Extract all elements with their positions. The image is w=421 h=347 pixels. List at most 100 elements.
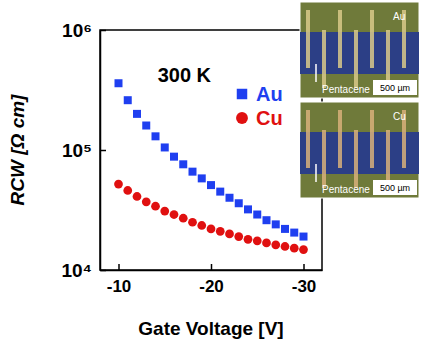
data-point [225, 230, 234, 239]
data-point [299, 245, 308, 254]
data-point [161, 143, 169, 151]
x-tick-mark [211, 264, 213, 270]
inset-electrode [370, 110, 374, 168]
y-tick: 10⁴ [61, 260, 106, 281]
legend-item: Au [237, 83, 283, 105]
inset: CuPentacene500 µm [300, 102, 419, 198]
x-axis: -10 -20 -30 [101, 264, 323, 296]
y-axis-title: RCW [Ω cm] [7, 94, 28, 206]
inset-scale-bar: 500 µm [380, 183, 410, 193]
x-tick-mark [118, 264, 120, 270]
inset-arrow [315, 64, 317, 82]
data-point [216, 188, 224, 196]
data-point [151, 202, 160, 211]
y-tick: 10⁵ [62, 140, 106, 161]
data-point [133, 192, 142, 201]
inset-electrode [338, 110, 342, 168]
data-point [188, 218, 197, 227]
data-point [114, 180, 123, 189]
series-1 [114, 180, 308, 254]
legend-marker [237, 89, 247, 99]
data-point [197, 221, 206, 230]
data-point [115, 79, 123, 87]
inset-label: Pentacene [322, 184, 370, 195]
x-tick: -10 [107, 264, 132, 296]
series-0 [115, 79, 308, 240]
data-point [244, 235, 253, 244]
data-point [160, 207, 169, 216]
legend-item: Cu [236, 107, 283, 129]
data-point [244, 205, 252, 213]
data-point [179, 214, 188, 223]
y-axis: 10⁴ 10⁵ 10⁶ [61, 20, 106, 281]
data-point [253, 236, 262, 245]
data-point [123, 186, 132, 195]
x-axis-title: Gate Voltage [V] [138, 318, 283, 339]
x-tick: -30 [292, 264, 317, 296]
inset-background [300, 2, 419, 98]
legend-label: Cu [256, 107, 283, 129]
inset-electrode [386, 30, 390, 88]
x-tick-label: -30 [292, 277, 317, 296]
data-point [142, 197, 151, 206]
data-point [133, 110, 141, 118]
inset-label: Au [393, 11, 405, 22]
x-tick-label: -10 [107, 277, 132, 296]
legend: AuCu [236, 83, 283, 129]
data-point [290, 229, 298, 237]
y-tick-mark [100, 30, 106, 32]
data-point [281, 242, 290, 251]
inset-electrode [354, 130, 358, 188]
data-point [263, 216, 271, 224]
data-point [152, 132, 160, 140]
inset-scale-box [373, 80, 417, 95]
data-point [281, 225, 289, 233]
data-point [262, 239, 271, 248]
inset-electrode [322, 130, 326, 188]
data-point [234, 232, 243, 241]
y-tick-label: 10⁶ [62, 20, 92, 41]
inset-background [300, 102, 419, 198]
plot-area: -10 -20 -30 10⁴ 10⁵ 10⁶ 300 K AuCu [61, 20, 322, 296]
data-point [235, 199, 243, 207]
inset-film [300, 132, 419, 174]
y-tick-mark [100, 150, 106, 152]
data-point [189, 168, 197, 176]
inset-electrode [354, 30, 358, 88]
x-tick-mark [303, 264, 305, 270]
data-point [253, 211, 261, 219]
data-point [290, 244, 299, 253]
plot-frame [100, 30, 322, 270]
inset: Au Pentacene 500 µm [300, 2, 419, 98]
inset-electrode [322, 30, 326, 88]
data-marks [114, 79, 308, 254]
inset-electrode [386, 130, 390, 188]
chart: -10-20-3010⁴10⁵10⁶300 KAuCuGate Voltage … [0, 0, 421, 347]
inset-arrow [315, 164, 317, 182]
data-point [216, 227, 225, 236]
data-point [170, 210, 179, 219]
data-point [179, 160, 187, 168]
inset-electrode [338, 10, 342, 68]
inset-scale-bar: 500 µm [380, 83, 410, 93]
x-tick-label: -20 [199, 277, 224, 296]
inset-film [300, 32, 419, 74]
data-point [170, 153, 178, 161]
data-point [271, 240, 280, 249]
legend-marker [236, 112, 248, 124]
inset-electrode [306, 110, 310, 168]
y-tick-label: 10⁵ [62, 140, 92, 161]
data-point [226, 194, 234, 202]
inset-scale-box [373, 180, 417, 195]
y-tick-label: 10⁴ [61, 260, 92, 281]
data-point [124, 96, 132, 104]
data-point [142, 122, 150, 130]
data-point [300, 233, 308, 241]
inset-electrode [370, 10, 374, 68]
title: 300 K [158, 64, 212, 86]
inset-label: Pentacene [322, 84, 370, 95]
legend-label: Au [256, 83, 283, 105]
y-tick: 10⁶ [62, 20, 106, 41]
y-tick-mark [100, 270, 106, 272]
inset-electrode [306, 10, 310, 68]
